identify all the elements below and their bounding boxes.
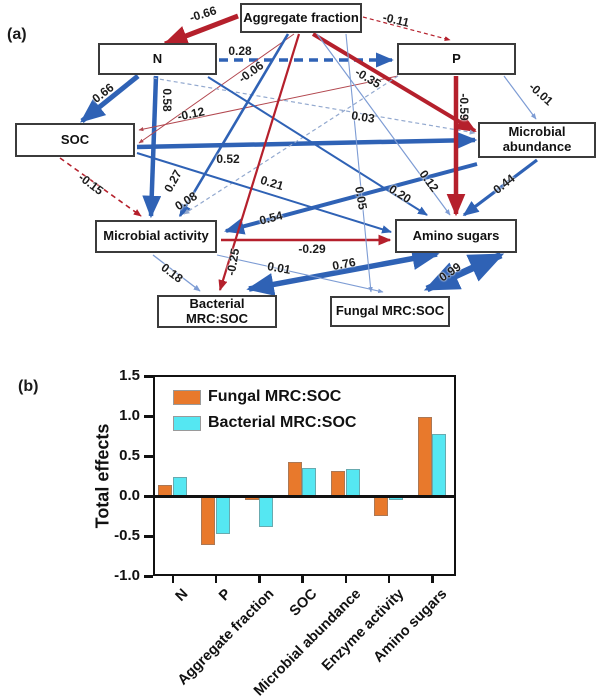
y-tick-label: -1.0 xyxy=(114,567,140,584)
path-n-to-amino-sugars xyxy=(207,76,428,216)
path-p-to-microbial-activity xyxy=(183,75,399,215)
x-tick-mark xyxy=(387,576,391,583)
y-tick-mark xyxy=(144,495,153,498)
bar-fungal-mrc-soc-p xyxy=(201,497,216,545)
bar-bacterial-mrc-soc-soc xyxy=(302,468,317,496)
bar-bacterial-mrc-soc-microbial-abundance xyxy=(345,468,360,496)
node-fungal-mrc-soc: Fungal MRC:SOC xyxy=(330,296,450,327)
bar-bacterial-mrc-soc-aggregate-fraction xyxy=(259,497,274,527)
y-tick-label: 1.5 xyxy=(119,367,140,384)
x-tick-mark xyxy=(344,576,348,583)
path-n-to-microbial-abundance xyxy=(152,77,476,135)
path-coefficient-label: -0.29 xyxy=(298,242,326,256)
path-coefficient-label: 0.52 xyxy=(216,152,240,166)
x-tick-mark xyxy=(171,576,174,583)
bar-fungal-mrc-soc-microbial-abundance xyxy=(331,471,346,496)
bar-fungal-mrc-soc-enzyme-activity xyxy=(374,497,389,517)
x-tick-mark xyxy=(258,576,261,583)
x-tick-mark xyxy=(431,576,434,583)
legend-label-bacterial: Bacterial MRC:SOC xyxy=(208,414,357,431)
node-bacterial-mrc-soc: Bacterial MRC:SOC xyxy=(157,295,277,328)
y-tick-label: 0.5 xyxy=(119,447,140,464)
path-soc-to-amino-sugars xyxy=(136,152,392,234)
legend-label-fungal: Fungal MRC:SOC xyxy=(208,388,342,405)
path-soc-to-microbial-activity xyxy=(59,157,142,217)
bar-bacterial-mrc-soc-amino-sugars xyxy=(432,433,447,496)
path-amino-sugars-to-fungal-mrc-soc xyxy=(423,251,505,293)
y-tick-mark xyxy=(144,455,153,458)
path-aggregate-fraction-to-p xyxy=(362,16,451,42)
bar-fungal-mrc-soc-soc xyxy=(287,462,302,496)
path-aggregate-fraction-to-bacterial-mrc-soc xyxy=(218,33,301,292)
path-aggregate-fraction-to-amino-sugars xyxy=(316,33,451,216)
path-microbial-activity-to-fungal-mrc-soc xyxy=(216,254,384,294)
path-n-to-soc xyxy=(80,74,140,123)
y-tick-mark xyxy=(144,415,153,418)
panel-b-label: (b) xyxy=(18,378,39,395)
x-category-label: P xyxy=(215,586,235,605)
node-aggregate-fraction: Aggregate fraction xyxy=(240,3,362,33)
path-aggregate-fraction-to-fungal-mrc-soc xyxy=(345,33,373,293)
bar-bacterial-mrc-soc-n xyxy=(172,476,187,496)
x-category-label: N xyxy=(172,586,191,605)
y-tick-label: 1.0 xyxy=(119,407,140,424)
x-tick-mark xyxy=(301,576,304,583)
legend-swatch-fungal xyxy=(173,390,201,405)
path-amino-sugars-to-bacterial-mrc-soc xyxy=(246,247,440,296)
y-tick-mark xyxy=(144,375,153,378)
path-microbial-activity-to-bacterial-mrc-soc xyxy=(152,254,201,292)
node-microbial-abundance: Microbial abundance xyxy=(478,122,596,158)
panel-a-label: (a) xyxy=(7,26,27,43)
y-tick-mark xyxy=(144,535,153,538)
legend-swatch-bacterial xyxy=(173,416,201,431)
bar-fungal-mrc-soc-amino-sugars xyxy=(417,416,432,496)
bar-bacterial-mrc-soc-p xyxy=(215,497,230,534)
y-tick-mark xyxy=(144,575,153,578)
node-amino-sugars: Amino sugars xyxy=(395,219,517,253)
path-coefficient-label: 0.28 xyxy=(228,44,252,58)
path-microbial-abundance-to-amino-sugars xyxy=(462,158,538,217)
path-p-to-microbial-abundance xyxy=(503,75,537,120)
path-coefficient-label: -0.59 xyxy=(457,93,471,121)
node-microbial-activity: Microbial activity xyxy=(95,220,217,253)
y-axis-title: Total effects xyxy=(92,423,113,529)
path-aggregate-fraction-to-microbial-activity xyxy=(178,33,290,218)
path-coefficient-label: 0.58 xyxy=(160,88,174,112)
y-tick-label: 0.0 xyxy=(119,487,140,504)
path-aggregate-fraction-to-microbial-abundance xyxy=(311,32,477,133)
y-tick-label: -0.5 xyxy=(114,527,140,544)
x-category-label: SOC xyxy=(287,586,321,620)
x-tick-mark xyxy=(214,576,218,583)
path-aggregate-fraction-to-n xyxy=(162,13,239,47)
node-n: N xyxy=(98,43,217,75)
node-p: P xyxy=(397,43,516,75)
path-diagram xyxy=(59,13,538,296)
path-microbial-abundance-to-microbial-activity xyxy=(224,162,478,235)
path-soc-to-microbial-abundance xyxy=(136,130,478,150)
zero-axis-line xyxy=(153,495,456,498)
node-soc: SOC xyxy=(15,123,135,157)
